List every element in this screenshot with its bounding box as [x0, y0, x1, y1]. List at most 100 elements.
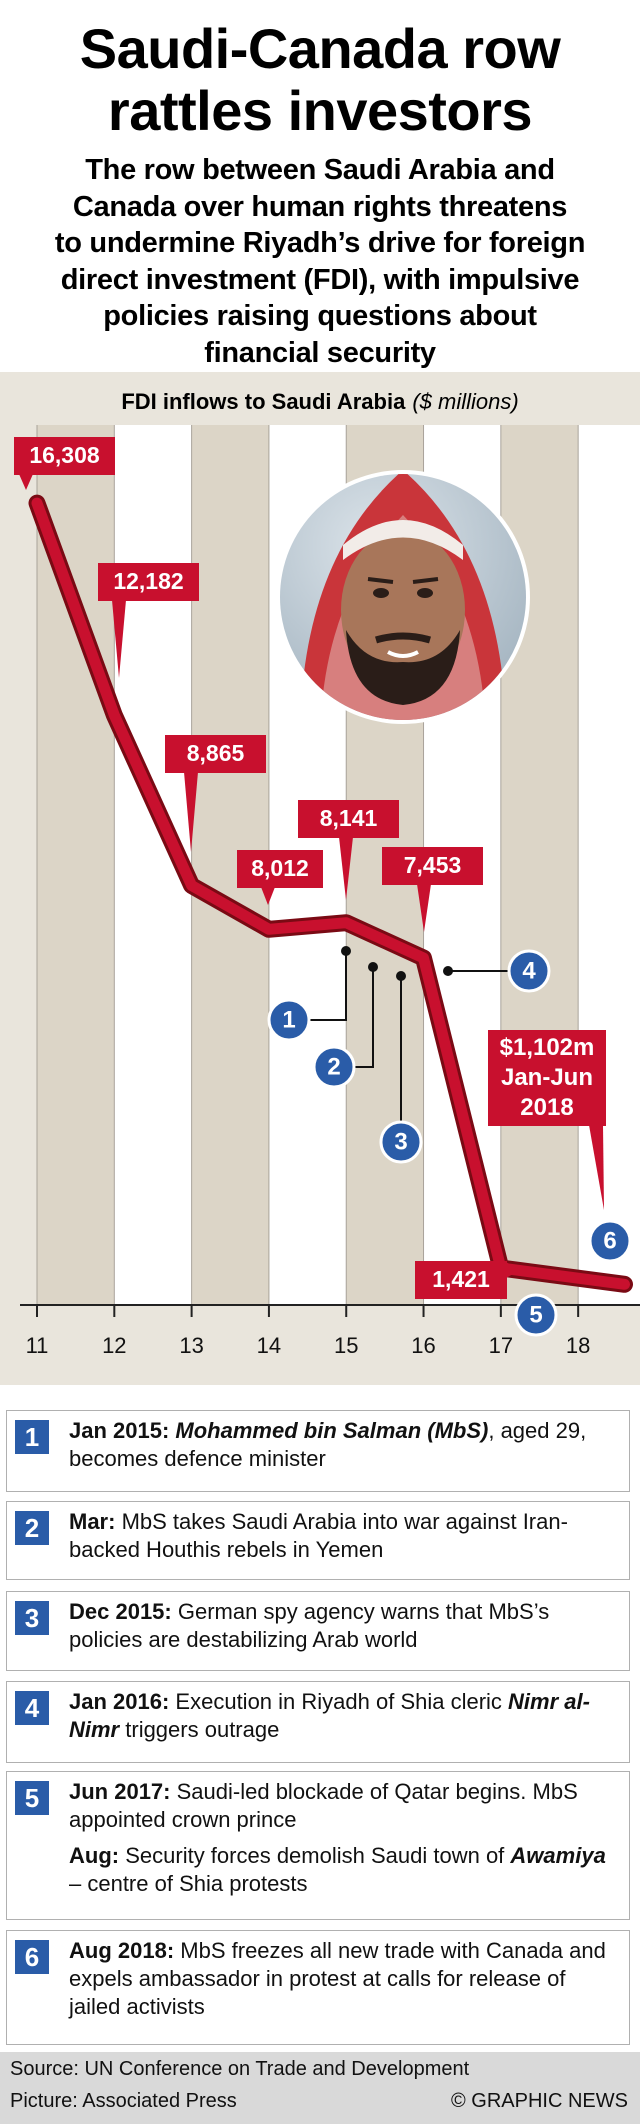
footer: Source: UN Conference on Trade and Devel…: [0, 2052, 640, 2124]
moustache: [375, 632, 431, 644]
event-item: 2 Mar: MbS takes Saudi Arabia into war ag…: [6, 1501, 630, 1580]
subtitle-line: Canada over human rights threatens: [72, 190, 568, 223]
source: Source: UN Conference on Trade and Devel…: [10, 2058, 470, 2080]
event-text: Jan 2016: Execution in Riyadh of Shia cl…: [69, 1688, 621, 1752]
event-text: Mar: MbS takes Saudi Arabia into war aga…: [69, 1508, 621, 1572]
chart-unit: ($ millions): [412, 389, 518, 414]
event-marker-number: 4: [522, 957, 536, 984]
event-description: German spy agency warns that MbS’s polic…: [69, 1599, 550, 1652]
value-label: 7,453: [404, 852, 462, 878]
event-text: Jun 2017: Saudi-led blockade of Qatar be…: [69, 1778, 621, 1906]
event-dot: [368, 962, 378, 972]
subtitle-line: to undermine Riyadh’s drive for foreign: [54, 227, 586, 259]
eye: [373, 588, 389, 598]
event-paragraph: Jun 2017: Saudi-led blockade of Qatar be…: [69, 1778, 621, 1834]
value-label: 12,182: [113, 568, 183, 594]
event-date: Mar:: [69, 1509, 116, 1534]
label-pointer: [339, 837, 353, 900]
event-dot: [443, 966, 453, 976]
x-tick-label: 11: [26, 1333, 49, 1358]
label-pointer: [417, 884, 431, 932]
label-pointer: [261, 887, 275, 905]
event-paragraph: Jan 2016: Execution in Riyadh of Shia cl…: [69, 1688, 621, 1744]
subtitle-line: The row between Saudi Arabia and: [85, 154, 555, 186]
label-pointer: [506, 1262, 520, 1278]
event-number: 4: [15, 1691, 49, 1725]
event-item: 3 Dec 2015: German spy agency warns that …: [6, 1591, 630, 1671]
event-description: MbS takes Saudi Arabia into war against …: [69, 1509, 568, 1562]
event-dot: [396, 971, 406, 981]
event-marker: [514, 1293, 558, 1337]
subtitle-line: financial security: [204, 336, 436, 369]
value-label: $1,102m: [499, 1034, 595, 1061]
event-description: – centre of Shia protests: [69, 1871, 308, 1896]
chart: 11 12 13 14 15 16 17 18 FDI inflows to Saudi Ar…: [0, 372, 640, 1385]
smile: [387, 650, 419, 658]
event-description: triggers outrage: [125, 1717, 280, 1742]
event-marker-number: 2: [327, 1053, 340, 1080]
event-marker: [379, 1120, 423, 1164]
event-date: Jun 2017:: [69, 1779, 171, 1804]
event-emphasis: Awamiya: [510, 1843, 606, 1868]
event-description: Security forces demolish Saudi town of: [125, 1843, 505, 1868]
x-tick-label: 17: [489, 1333, 513, 1358]
label-box: [14, 437, 115, 475]
event-date: Aug 2018:: [69, 1938, 175, 1963]
label-pointer: [184, 772, 198, 852]
period-label: Jan-Jun 2018: [500, 1064, 593, 1121]
beard: [346, 630, 460, 705]
event-text: Dec 2015: German spy agency warns that M…: [69, 1598, 621, 1662]
x-tick-label: 13: [179, 1333, 203, 1358]
event-date: Dec 2015:: [69, 1599, 172, 1624]
headscarf-band: [343, 520, 463, 560]
portrait-photo: [276, 470, 530, 724]
line: [31, 497, 630, 1290]
subtitle-line: policies raising questions about: [103, 300, 537, 332]
value-label: 8,012: [251, 855, 309, 881]
event-paragraph: Mar: MbS takes Saudi Arabia into war aga…: [69, 1508, 621, 1564]
event-marker-number: 5: [529, 1301, 542, 1328]
label-pointer: [112, 600, 126, 678]
subtitle-line: direct investment (FDI), with impulsive: [60, 263, 580, 296]
value-label: 1,421: [432, 1266, 490, 1292]
event-text: Aug 2018: MbS freezes all new trade with…: [69, 1937, 621, 2029]
event-date: Jan 2015:: [69, 1418, 170, 1443]
event-marker-number: 1: [282, 1006, 295, 1033]
chart-title: FDI inflows to Saudi Arabia: [121, 389, 406, 414]
label-box: [98, 563, 199, 601]
picture-credit: Picture: Associated Press: [10, 2090, 237, 2112]
event-paragraph: Jan 2015: Mohammed bin Salman (MbS), age…: [69, 1417, 621, 1473]
face: [341, 530, 465, 690]
label-box: [298, 800, 399, 838]
event-paragraph: Aug 2018: MbS freezes all new trade with…: [69, 1937, 621, 2021]
event-emphasis: Nimr al-Nimr: [69, 1689, 590, 1742]
event-number: 6: [15, 1940, 49, 1974]
x-tick-label: 14: [257, 1333, 281, 1358]
event-date: Jan 2016:: [69, 1689, 170, 1714]
event-marker-number: 6: [603, 1227, 616, 1254]
event-paragraph: Dec 2015: German spy agency warns that M…: [69, 1598, 621, 1654]
event-number: 1: [15, 1420, 49, 1454]
event-item: 6 Aug 2018: MbS freezes all new trade wit…: [6, 1930, 630, 2045]
event-text: Jan 2015: Mohammed bin Salman (MbS), age…: [69, 1417, 621, 1481]
event-description: MbS freezes all new trade with Canada an…: [69, 1938, 606, 2019]
event-marker: [588, 1219, 632, 1263]
label-box: [488, 1030, 606, 1126]
event-markers: 1 2 3 4 5 6: [267, 946, 632, 1337]
x-tick-label: 15: [334, 1333, 358, 1358]
label-pointer: [589, 1125, 604, 1210]
event-number: 2: [15, 1511, 49, 1545]
event-dot: [341, 946, 351, 956]
last-value-label: $1,102m Jan-Jun 2018: [488, 1030, 606, 1126]
eye: [417, 588, 433, 598]
value-label: 8,865: [187, 740, 245, 766]
event-item: 1 Jan 2015: Mohammed bin Salman (MbS), ag…: [6, 1410, 630, 1492]
label-box: [237, 850, 323, 888]
brows: [367, 577, 439, 584]
event-date: Aug:: [69, 1843, 120, 1868]
label-box: [415, 1261, 507, 1299]
x-tick-label: 12: [102, 1333, 126, 1358]
event-description: , aged 29, becomes defence minister: [69, 1418, 587, 1471]
event-marker: [267, 998, 311, 1042]
